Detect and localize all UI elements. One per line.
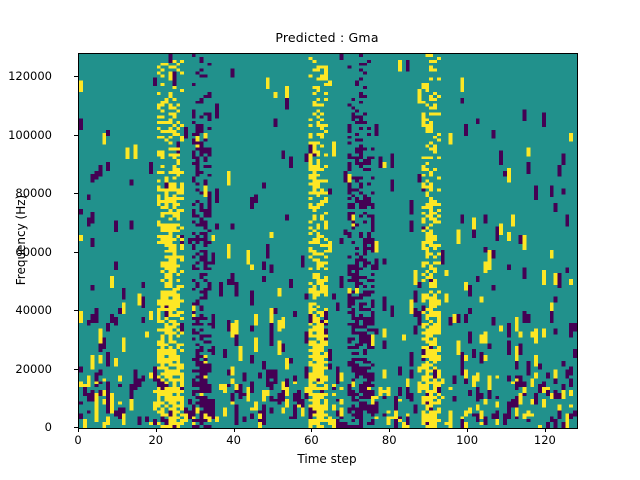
x-tick-mark [545,428,546,432]
x-tick-label: 0 [74,433,82,447]
y-tick-label: 60000 [15,244,52,259]
x-tick-mark [78,428,79,432]
y-tick-mark [74,252,78,253]
x-tick-label: 40 [226,433,241,447]
x-tick-mark [389,428,390,432]
heatmap-image [79,54,577,428]
y-tick-mark [74,76,78,77]
y-tick-label: 0 [44,420,52,434]
y-tick-label: 120000 [8,69,52,84]
x-tick-mark [311,428,312,432]
x-tick-mark [467,428,468,432]
y-tick-mark [74,193,78,194]
y-tick-label: 100000 [8,127,52,142]
y-tick-label: 40000 [15,303,52,318]
y-axis-label: Frequency (Hz) [14,194,28,286]
x-axis-label: Time step [297,452,357,466]
page-title: Predicted : Gma [275,30,379,45]
y-tick-label: 20000 [15,361,52,376]
x-tick-mark [234,428,235,432]
y-tick-label: 80000 [15,186,52,201]
heatmap-plot-area [78,53,578,429]
y-tick-mark [74,369,78,370]
x-tick-label: 80 [381,433,397,447]
y-tick-mark [74,310,78,311]
x-tick-label: 20 [148,433,164,447]
x-tick-label: 60 [304,433,319,447]
x-tick-label: 120 [533,433,556,447]
y-tick-mark [74,427,78,428]
x-tick-mark [156,428,157,432]
y-tick-mark [74,135,78,136]
x-tick-label: 100 [456,433,479,447]
